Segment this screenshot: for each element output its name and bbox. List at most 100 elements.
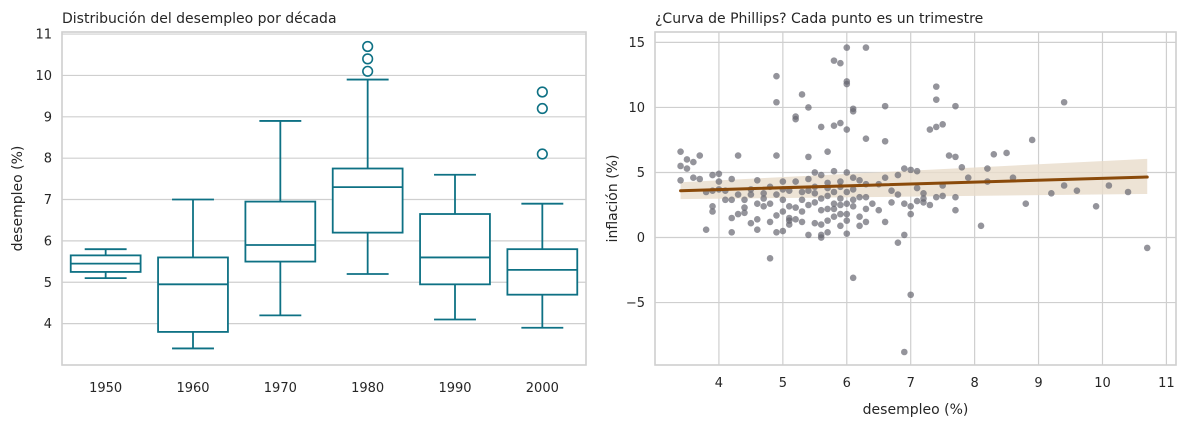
scatter-point <box>894 191 902 198</box>
scatter-point <box>785 217 793 224</box>
scatter-y-axis-label: inflación (%) <box>605 155 621 243</box>
box-chart-title: Distribución del desempleo por década <box>62 11 337 27</box>
scatter-point <box>805 175 812 183</box>
scatter-point <box>696 152 704 159</box>
scatter-point <box>862 205 870 213</box>
scatter-point <box>901 165 908 172</box>
scatter-point <box>837 119 844 127</box>
scatter-point <box>907 203 915 210</box>
scatter-point <box>817 206 825 214</box>
scatter-point <box>862 135 870 142</box>
regression-line <box>679 175 1149 193</box>
scatter-point <box>747 219 755 227</box>
scatter-x-tick-label: 9 <box>1034 376 1042 391</box>
scatter-point <box>728 214 736 222</box>
scatter-point <box>913 197 921 205</box>
box-y-tick-label: 6 <box>44 234 52 249</box>
scatter-point <box>830 213 838 221</box>
scatter-point <box>862 193 870 201</box>
scatter-point <box>1124 188 1132 196</box>
scatter-point <box>1028 136 1036 144</box>
scatter-point <box>952 102 959 110</box>
scatter-point <box>792 113 799 120</box>
scatter-point <box>798 188 806 196</box>
scatter-point <box>952 153 959 161</box>
box-y-tick-label: 4 <box>44 317 52 332</box>
scatter-point <box>677 148 684 155</box>
scatter-point <box>869 200 876 208</box>
scatter-point <box>843 188 851 196</box>
scatter-point <box>907 210 915 218</box>
box-1970 <box>244 120 317 317</box>
scatter-point <box>773 72 780 80</box>
scatter-point <box>926 126 934 133</box>
box-y-tick-label: 10 <box>35 69 52 84</box>
box-2000 <box>506 86 579 329</box>
scatter-point <box>798 218 806 226</box>
box-y-tick-label: 8 <box>44 152 52 167</box>
scatter-point <box>932 83 940 90</box>
scatter-point <box>888 187 895 194</box>
scatter-point <box>734 210 742 218</box>
scatter-point <box>1009 174 1017 181</box>
scatter-point <box>849 174 857 181</box>
scatter-point <box>773 229 780 236</box>
scatter-point <box>709 203 716 210</box>
scatter-point <box>837 210 844 218</box>
scatter-point <box>817 221 825 228</box>
scatter-point <box>773 212 780 219</box>
scatter-point <box>945 152 953 159</box>
box-y-axis-label: desempleo (%) <box>10 146 26 252</box>
scatter-point <box>856 222 863 230</box>
box-1990 <box>419 173 491 321</box>
scatter-point <box>779 227 787 235</box>
scatter-point <box>926 201 934 209</box>
regression-line-group <box>679 175 1149 193</box>
scatter-point <box>760 189 767 197</box>
scatter-point <box>683 156 691 163</box>
scatter-point <box>913 167 921 175</box>
outlier-point <box>362 53 374 65</box>
box-y-tick-label: 11 <box>35 28 52 43</box>
scatter-point <box>728 196 736 204</box>
scatter-y-tick-label: 5 <box>637 166 645 181</box>
scatter-x-tick-label: 6 <box>843 376 851 391</box>
scatter-point <box>792 216 799 223</box>
scatter-point <box>939 121 946 128</box>
scatter-point <box>881 102 889 110</box>
scatter-point <box>805 201 812 209</box>
scatter-point <box>920 199 927 206</box>
scatter-point <box>811 169 819 176</box>
scatter-point <box>1105 182 1113 189</box>
scatter-point <box>824 205 831 213</box>
scatter-x-tick-labels: 4 5 6 7 8 9 10 11 <box>715 376 1175 391</box>
scatter-point <box>753 216 761 223</box>
scatter-point <box>773 191 780 198</box>
scatter-point <box>901 231 908 239</box>
scatter-y-tick-label: 10 <box>628 101 645 116</box>
scatter-point <box>747 191 755 198</box>
scatter-point <box>677 176 684 184</box>
scatter-x-tick-label: 5 <box>779 376 787 391</box>
scatter-point <box>1022 200 1030 208</box>
scatter-points <box>677 44 1151 356</box>
scatter-point <box>805 104 812 111</box>
scatter-point <box>760 203 767 210</box>
iqr-box <box>506 248 579 296</box>
scatter-point <box>849 108 857 115</box>
scatter-point <box>728 229 736 236</box>
scatter-point <box>798 196 806 204</box>
scatter-point <box>824 229 831 236</box>
scatter-point <box>690 158 697 166</box>
scatter-point <box>696 175 704 183</box>
scatter-point <box>894 239 902 247</box>
scatter-point <box>843 200 851 208</box>
scatter-point <box>849 196 857 204</box>
box-1950 <box>69 248 142 280</box>
scatter-point <box>843 230 851 237</box>
scatter-chart-title: ¿Curva de Phillips? Cada punto es un tri… <box>655 11 983 27</box>
scatter-point <box>1073 187 1081 194</box>
scatter-point <box>843 126 851 133</box>
scatter-point <box>779 178 787 185</box>
box-x-tick-labels: 1950 1960 1970 1980 1990 2000 <box>89 381 559 396</box>
